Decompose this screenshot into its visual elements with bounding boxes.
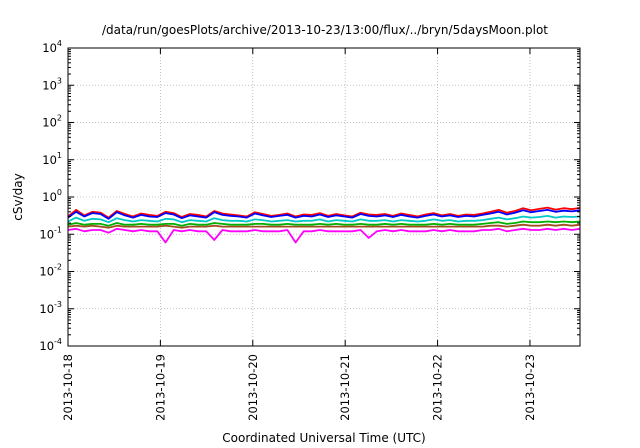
y-tick-label: 10-2: [39, 263, 62, 279]
series-line-3: [67, 214, 581, 224]
y-tick-label: 104: [42, 39, 62, 55]
series-line-6: [67, 227, 581, 244]
series-line-5: [67, 223, 581, 229]
series-line-1: [67, 206, 581, 219]
plot-frame: [67, 47, 581, 347]
y-tick-label: 10-3: [39, 300, 62, 316]
x-axis-label: Coordinated Universal Time (UTC): [222, 431, 425, 445]
x-tick-labels: 2013-10-18 2013-10-19 2013-10-20 2013-10-21…: [61, 354, 537, 421]
grid: [67, 48, 580, 346]
x-tick-label: 2013-10-22: [431, 354, 445, 421]
y-tick-label: 10-1: [39, 225, 62, 241]
x-tick-label: 2013-10-20: [246, 354, 260, 421]
series-line-2: [67, 208, 581, 220]
x-tick-label: 2013-10-19: [153, 354, 167, 421]
x-tick-label: 2013-10-18: [61, 354, 75, 421]
series-line-4: [67, 220, 581, 227]
y-tick-labels: 10-4 10-3 10-2 10-1 100 101 102 103 104: [39, 39, 62, 353]
y-tick-label: 102: [42, 114, 62, 130]
y-axis-label: cSv/day: [11, 173, 25, 220]
x-tick-label: 2013-10-23: [523, 354, 537, 421]
series-lines: [67, 206, 581, 244]
chart-title: /data/run/goesPlots/archive/2013-10-23/1…: [102, 23, 548, 37]
y-tick-label: 101: [42, 151, 62, 167]
x-tick-label: 2013-10-21: [338, 354, 352, 421]
y-tick-label: 100: [42, 188, 62, 204]
y-tick-label: 10-4: [39, 337, 62, 353]
y-tick-label: 103: [42, 76, 62, 92]
